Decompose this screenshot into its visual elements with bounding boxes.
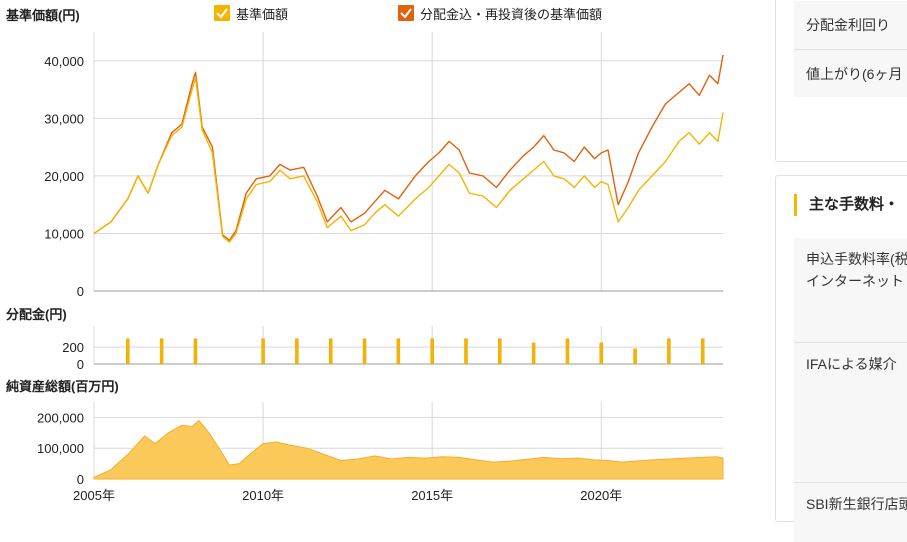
y-tick-label: 0 xyxy=(77,472,84,487)
yield-label: 分配金利回り xyxy=(806,17,890,33)
distribution-bar xyxy=(159,338,164,365)
y-tick-label: 100,000 xyxy=(37,441,84,456)
returns-card: 分配金利回り 値上がり(6ヶ月 xyxy=(775,0,907,162)
legend-nav-swatch xyxy=(214,5,230,21)
x-tick-label: 2005年 xyxy=(73,488,115,503)
x-tick-label: 2020年 xyxy=(580,488,622,503)
net-assets-area xyxy=(93,419,724,480)
distribution-bar xyxy=(328,338,333,365)
dist-panel-title: 分配金(円) xyxy=(6,307,67,322)
distribution-bar xyxy=(261,338,265,365)
distribution-bar xyxy=(396,338,401,365)
price-panel-title: 基準価額(円) xyxy=(5,8,80,23)
fund-charts: 基準価額(円) 分配金(円) 純資産総額(百万円) 基準価額 分配金込・再投資後の基準価… xyxy=(5,5,724,503)
distribution-bar xyxy=(464,338,468,365)
fee-item-application: 申込手数料率(税 インターネット xyxy=(794,238,907,342)
fee-ifa-label: IFAによる媒介 xyxy=(806,356,897,372)
y-tick-label: 10,000 xyxy=(44,226,84,241)
y-tick-label: 0 xyxy=(77,357,84,372)
distribution-bar xyxy=(565,338,570,365)
distribution-bar xyxy=(633,348,637,365)
y-tick-label: 200,000 xyxy=(37,410,84,425)
distribution-bar xyxy=(295,338,299,365)
fee-item-ifa: IFAによる媒介 xyxy=(794,342,907,482)
distribution-bar xyxy=(498,338,502,365)
legend: 基準価額 分配金込・再投資後の基準価額 xyxy=(214,5,602,22)
fee-item-bank: SBI新生銀行店頭 xyxy=(794,482,907,542)
distribution-bar xyxy=(430,338,434,365)
fee-bank-label: SBI新生銀行店頭 xyxy=(806,496,907,512)
fee-internet-label: インターネット xyxy=(806,273,904,289)
x-tick-label: 2010年 xyxy=(242,488,284,503)
y-tick-label: 40,000 xyxy=(44,54,84,69)
reinvest-series-line xyxy=(93,54,724,242)
distribution-bar xyxy=(362,338,367,365)
fees-title: 主な手数料・ xyxy=(794,194,899,216)
distribution-bar xyxy=(700,338,705,365)
legend-reinvest-check-icon xyxy=(400,8,412,19)
legend-nav-label: 基準価額 xyxy=(236,7,288,22)
nav-series-line xyxy=(93,77,724,243)
distribution-bar xyxy=(667,338,671,365)
y-tick-label: 200 xyxy=(62,340,84,355)
sidebar: 分配金利回り 値上がり(6ヶ月 主な手数料・ 申込手数料率(税 インターネット … xyxy=(775,0,907,542)
x-tick-label: 2015年 xyxy=(411,488,453,503)
fee-application-label: 申込手数料率(税 xyxy=(806,251,907,267)
distribution-bar xyxy=(193,338,198,365)
y-tick-label: 20,000 xyxy=(44,169,84,184)
distribution-bar xyxy=(531,342,536,365)
fund-chart-area: 基準価額(円) 分配金(円) 純資産総額(百万円) 基準価額 分配金込・再投資後の基準価… xyxy=(5,5,724,503)
yield-row[interactable]: 分配金利回り xyxy=(794,1,907,49)
legend-reinvest-label: 分配金込・再投資後の基準価額 xyxy=(420,7,602,22)
legend-nav-check-icon xyxy=(216,8,228,19)
distribution-bar xyxy=(599,342,604,365)
price-rise-row[interactable]: 値上がり(6ヶ月 xyxy=(794,49,907,97)
legend-reinvest-swatch xyxy=(398,5,414,21)
price-rise-label: 値上がり(6ヶ月 xyxy=(806,65,903,82)
assets-panel-title: 純資産総額(百万円) xyxy=(6,379,119,394)
distribution-bar xyxy=(126,338,130,365)
y-tick-label: 0 xyxy=(77,284,84,299)
y-tick-label: 30,000 xyxy=(44,111,84,126)
fees-card: 主な手数料・ 申込手数料率(税 インターネット IFAによる媒介 SBI新生銀行… xyxy=(775,175,907,542)
